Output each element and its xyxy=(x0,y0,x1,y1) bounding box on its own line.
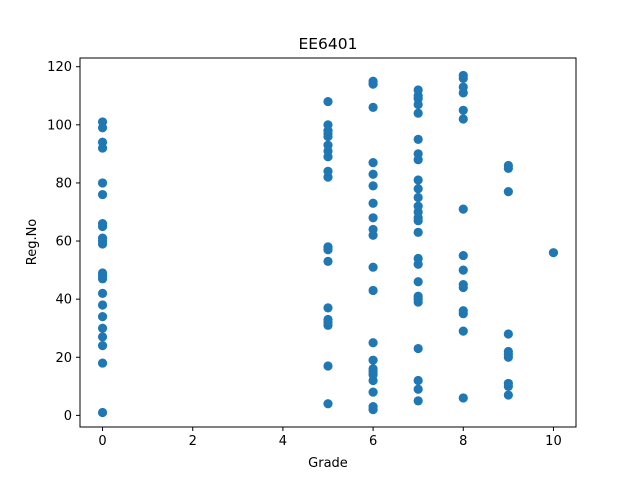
data-point xyxy=(368,402,378,412)
data-point xyxy=(458,326,468,336)
data-point xyxy=(97,268,108,278)
data-point xyxy=(413,343,423,354)
x-tick-label: 2 xyxy=(189,434,197,449)
data-point xyxy=(368,76,378,86)
data-point xyxy=(413,192,423,203)
y-tick-label: 120 xyxy=(47,60,72,75)
x-axis-ticks: 0 2 4 6 8 10 xyxy=(98,427,562,449)
data-point xyxy=(413,201,423,211)
data-points xyxy=(97,70,559,418)
y-tick-label: 20 xyxy=(55,351,72,366)
x-tick-label: 0 xyxy=(98,434,106,449)
y-tick-label: 100 xyxy=(47,118,72,133)
data-point xyxy=(323,399,333,409)
data-point xyxy=(413,108,423,118)
data-point xyxy=(97,407,108,418)
data-point xyxy=(368,364,378,374)
data-point xyxy=(458,82,468,92)
x-axis-label: Grade xyxy=(308,456,348,471)
data-point xyxy=(413,384,423,394)
data-point xyxy=(368,338,378,348)
data-point xyxy=(503,329,513,339)
data-point xyxy=(97,341,108,351)
data-point xyxy=(368,102,378,112)
plot-frame xyxy=(79,57,577,428)
data-point xyxy=(413,291,423,301)
data-point xyxy=(323,314,333,325)
data-point xyxy=(368,213,378,223)
data-point xyxy=(323,242,333,252)
data-point xyxy=(458,265,468,275)
data-point xyxy=(458,114,468,124)
data-point xyxy=(458,393,468,403)
data-point xyxy=(97,288,108,298)
data-point xyxy=(97,219,108,229)
data-point xyxy=(413,253,423,264)
data-point xyxy=(413,396,423,406)
data-point xyxy=(323,120,333,130)
data-point xyxy=(368,387,378,397)
data-point xyxy=(323,166,333,176)
data-point xyxy=(97,300,108,310)
y-tick-label: 60 xyxy=(55,235,72,250)
data-point xyxy=(368,181,378,191)
data-point xyxy=(413,85,423,95)
data-point xyxy=(503,390,513,400)
data-point xyxy=(503,160,513,171)
data-point xyxy=(368,158,378,168)
data-point xyxy=(323,361,333,371)
data-point xyxy=(503,346,513,357)
data-point xyxy=(413,149,423,159)
x-tick-label: 8 xyxy=(459,434,467,449)
data-point xyxy=(368,198,378,208)
data-point xyxy=(323,140,333,150)
data-point xyxy=(97,189,108,200)
data-point xyxy=(97,233,108,243)
data-point xyxy=(97,117,108,127)
chart-title: EE6401 xyxy=(298,35,357,53)
data-point xyxy=(368,169,378,179)
data-point xyxy=(413,375,423,386)
data-point xyxy=(413,227,423,237)
data-point xyxy=(323,96,333,107)
data-point xyxy=(97,311,108,322)
data-point xyxy=(323,303,333,313)
data-point xyxy=(458,105,468,115)
y-tick-label: 80 xyxy=(55,176,72,191)
data-point xyxy=(458,280,468,290)
data-point xyxy=(503,187,513,197)
data-point xyxy=(97,332,108,342)
data-point xyxy=(97,358,108,368)
y-axis-label: Reg.No xyxy=(25,219,40,266)
data-point xyxy=(413,175,423,185)
x-tick-label: 4 xyxy=(279,434,287,449)
data-point xyxy=(368,262,378,272)
data-point xyxy=(97,323,108,333)
data-point xyxy=(458,306,468,316)
data-point xyxy=(458,204,468,214)
y-tick-label: 0 xyxy=(64,409,72,424)
data-point xyxy=(368,355,378,365)
data-point xyxy=(97,178,108,188)
y-axis-ticks: 0 20 40 60 80 100 120 xyxy=(47,60,80,424)
x-tick-label: 10 xyxy=(545,434,562,449)
data-point xyxy=(368,224,378,235)
data-point xyxy=(413,184,423,194)
y-tick-label: 40 xyxy=(55,293,72,308)
data-point xyxy=(503,378,513,389)
data-point xyxy=(323,256,333,266)
data-point xyxy=(458,250,468,261)
data-point xyxy=(413,134,423,144)
x-tick-label: 6 xyxy=(369,434,377,449)
data-point xyxy=(413,277,423,287)
data-point xyxy=(97,137,108,147)
data-point xyxy=(368,285,378,296)
data-point xyxy=(548,248,559,258)
data-point xyxy=(458,70,468,81)
